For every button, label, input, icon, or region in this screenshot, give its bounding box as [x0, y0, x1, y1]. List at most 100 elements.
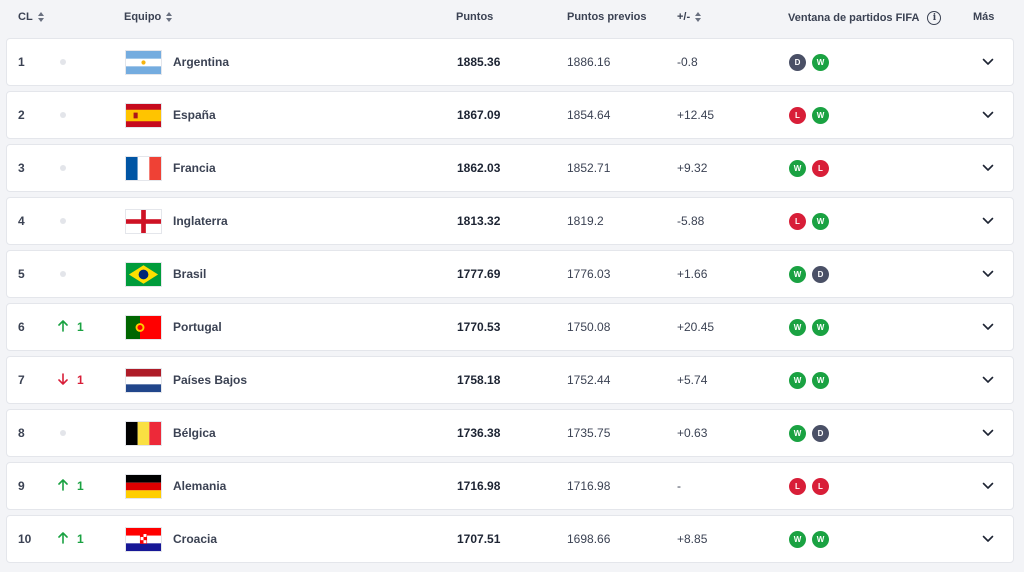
rank-number: 1	[18, 55, 25, 69]
chevron-down-icon	[982, 267, 994, 281]
no-change-dot-icon	[60, 165, 66, 171]
france-flag-icon	[125, 155, 162, 181]
column-team[interactable]: Equipo	[124, 11, 173, 23]
no-change-dot-icon	[60, 271, 66, 277]
result-loss-badge: L	[789, 106, 806, 124]
no-change-dot-icon	[60, 218, 66, 224]
team-name[interactable]: Argentina	[173, 55, 230, 69]
expand-row-button[interactable]	[975, 198, 1001, 244]
arrow-up-icon	[57, 531, 69, 547]
rank-number: 9	[18, 479, 25, 493]
expand-row-button[interactable]	[975, 357, 1001, 403]
rank-change: 1	[57, 304, 84, 350]
column-diff[interactable]: +/-	[677, 11, 702, 23]
team-name[interactable]: Bélgica	[173, 426, 216, 440]
expand-row-button[interactable]	[975, 410, 1001, 456]
previous-points-value: 1735.75	[567, 426, 611, 440]
argentina-flag-icon	[125, 49, 162, 75]
team-name[interactable]: Alemania	[173, 479, 227, 493]
team-flag	[125, 145, 162, 191]
team-name[interactable]: Países Bajos	[173, 373, 248, 387]
result-draw-badge: D	[789, 53, 806, 71]
points-value: 1736.38	[457, 426, 501, 440]
expand-row-button[interactable]	[975, 39, 1001, 85]
table-header: CL Equipo Puntos Puntos previos +/- Vent…	[0, 0, 1024, 36]
result-win-badge: W	[812, 530, 829, 548]
rank-number: 7	[18, 373, 25, 387]
expand-row-button[interactable]	[975, 304, 1001, 350]
rank-number: 2	[18, 108, 25, 122]
result-win-badge: W	[812, 212, 829, 230]
column-more-label: Más	[973, 11, 995, 23]
points-value: 1777.69	[457, 267, 501, 281]
sort-icon[interactable]	[166, 12, 173, 22]
team-name[interactable]: Francia	[173, 161, 216, 175]
points-diff-value: +0.63	[677, 426, 708, 440]
points-diff-value: -0.8	[677, 55, 698, 69]
points-diff-value: +5.74	[677, 373, 708, 387]
points-diff-value: +1.66	[677, 267, 708, 281]
team-name[interactable]: Inglaterra	[173, 214, 228, 228]
portugal-flag-icon	[125, 314, 162, 340]
sort-icon[interactable]	[695, 12, 702, 22]
rank-change-value: 1	[77, 320, 84, 334]
germany-flag-icon	[125, 473, 162, 499]
result-loss-badge: L	[789, 477, 806, 495]
previous-points-value: 1716.98	[567, 479, 611, 493]
rank-number: 8	[18, 426, 25, 440]
points-diff-value: -	[677, 479, 681, 493]
team-name[interactable]: Croacia	[173, 532, 218, 546]
table-row[interactable]: 7 1 Países Bajos 1758.18 1752.44 +5.74 W…	[6, 356, 1014, 404]
result-loss-badge: L	[812, 477, 829, 495]
result-win-badge: W	[812, 318, 829, 336]
netherlands-flag-icon	[125, 367, 162, 393]
chevron-down-icon	[982, 532, 994, 546]
column-rank[interactable]: CL	[18, 11, 44, 23]
expand-row-button[interactable]	[975, 516, 1001, 562]
rank-change: 1	[57, 463, 84, 509]
rank-change	[57, 198, 66, 244]
result-win-badge: W	[789, 265, 806, 283]
points-value: 1707.51	[457, 532, 501, 546]
rank-change	[57, 39, 66, 85]
points-diff-value: +12.45	[677, 108, 715, 122]
rank-change-value: 1	[77, 373, 84, 387]
arrow-up-icon	[57, 478, 69, 494]
column-rank-label: CL	[18, 11, 33, 23]
chevron-down-icon	[982, 479, 994, 493]
team-name[interactable]: España	[173, 108, 216, 122]
result-win-badge: W	[789, 530, 806, 548]
team-name[interactable]: Brasil	[173, 267, 207, 281]
previous-points-value: 1852.71	[567, 161, 611, 175]
result-loss-badge: L	[789, 212, 806, 230]
expand-row-button[interactable]	[975, 463, 1001, 509]
expand-row-button[interactable]	[975, 251, 1001, 297]
sort-icon[interactable]	[37, 12, 44, 22]
result-win-badge: W	[812, 106, 829, 124]
rank-number: 6	[18, 320, 25, 334]
expand-row-button[interactable]	[975, 145, 1001, 191]
team-name[interactable]: Portugal	[173, 320, 222, 334]
points-value: 1867.09	[457, 108, 501, 122]
no-change-dot-icon	[60, 112, 66, 118]
chevron-down-icon	[982, 373, 994, 387]
expand-row-button[interactable]	[975, 92, 1001, 138]
points-diff-value: +8.85	[677, 532, 708, 546]
result-win-badge: W	[789, 371, 806, 389]
info-icon[interactable]: i	[927, 11, 942, 25]
